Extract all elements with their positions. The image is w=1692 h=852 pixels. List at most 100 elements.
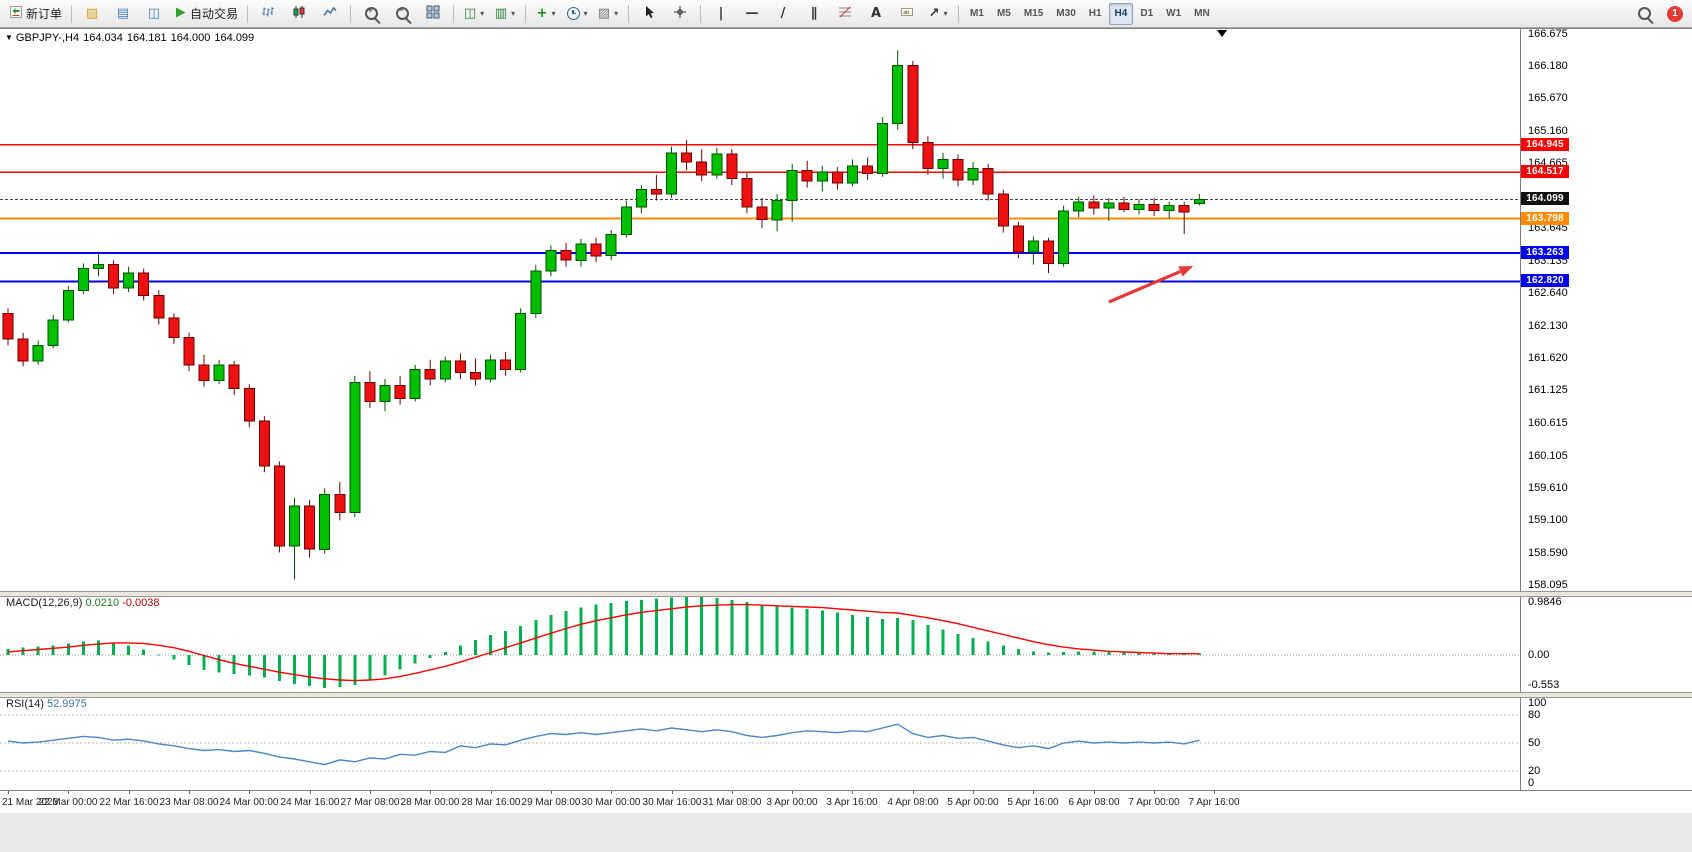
pane-divider[interactable] [0,591,1692,597]
price-chart[interactable] [0,29,1520,591]
fibonacci-icon [838,5,852,22]
time-scale[interactable]: 21 Mar 2023 22 Mar 00:00 22 Mar 16:00 23 Ma… [0,790,1692,813]
timeframe-button-h4[interactable]: H4 [1108,2,1134,25]
text-button[interactable]: A [861,2,891,26]
terminal-button[interactable]: ◫ [139,2,169,26]
rsi-axis-label: 100 [1528,697,1547,709]
time-axis-tick [129,791,130,794]
profiles-menu-button[interactable]: ▥ ▾ [490,2,520,26]
toolbar-separator [700,4,702,23]
profiles-button[interactable]: ▤ [108,2,138,26]
time-axis-tick [1154,791,1155,794]
price-tag-163.263[interactable]: 163.263 [1521,246,1569,259]
zoom-in-button[interactable] [356,2,386,26]
arrows-icon: ↗ [928,6,940,21]
indicators-button-caret[interactable]: ▾ [551,9,556,18]
one-click-trading-toggle[interactable]: ▼ [5,33,13,42]
arrows-button[interactable]: ↗ ▾ [923,2,953,26]
channel-icon: ∥ [810,6,818,21]
time-axis-tick [611,791,612,794]
zoom-out-button[interactable] [387,2,417,26]
timeframe-button-w1[interactable]: W1 [1166,8,1182,19]
autotrading-icon [174,6,187,22]
price-tag-162.820[interactable]: 162.820 [1521,274,1569,287]
time-axis-label: 3 Apr 16:00 [826,797,878,808]
rsi-indicator-label: RSI(14) 52.9975 [6,698,87,710]
search-button[interactable] [1629,2,1659,26]
cursor-button[interactable] [634,2,664,26]
periods-button[interactable]: ▾ [562,2,592,26]
timeframe-button-m15[interactable]: M15 [1023,8,1044,19]
price-tag-163.798[interactable]: 163.798 [1521,212,1569,225]
trend-arrow-annotation[interactable] [1108,270,1182,304]
channel-button[interactable]: ∥ [799,2,829,26]
new-chart-icon: ▧ [85,6,99,21]
time-axis-label: 30 Mar 00:00 [581,797,641,808]
trend-arrow-head[interactable] [1178,266,1194,277]
new-chart-button[interactable]: ▧ [77,2,107,26]
price-scale[interactable]: 166.675 166.180 165.670 165.160 164.665 163.6… [1520,28,1692,790]
chart-list-icon: ◫ [463,6,477,21]
periods-icon [566,7,580,20]
time-axis-tick [8,791,9,794]
bar-chart-button[interactable] [253,2,283,26]
tile-windows-button[interactable] [418,2,448,26]
candlestick-chart-button[interactable] [284,2,314,26]
line-chart-icon [323,5,337,22]
timeframe-button-m5[interactable]: M5 [996,8,1011,19]
templates-button[interactable]: ▨ ▾ [593,2,623,26]
price-axis-label: 160.105 [1528,450,1568,462]
ohlc-open: 164.034 [83,32,123,44]
time-axis-label: 31 Mar 08:00 [702,797,762,808]
notification-badge[interactable]: 1 [1667,5,1683,22]
pane-divider[interactable] [0,692,1692,698]
profiles-icon: ▤ [116,6,130,21]
chart-list-button[interactable]: ◫ ▾ [459,2,489,26]
profiles-menu-button-caret[interactable]: ▾ [511,9,516,18]
text-label-button[interactable]: ab [892,2,922,26]
time-axis-tick [370,791,371,794]
timeframe-button-m1[interactable]: M1 [970,8,984,19]
time-axis-tick [852,791,853,794]
price-axis-label: 165.160 [1528,125,1568,137]
time-axis-label: 7 Apr 16:00 [1188,797,1240,808]
chart-list-button-caret[interactable]: ▾ [480,9,485,18]
time-axis-tick [189,791,190,794]
cursor-icon [642,5,656,22]
vertical-line-button[interactable]: | [706,2,736,26]
indicators-button[interactable]: + ▾ [531,2,561,26]
fibonacci-button[interactable] [830,2,860,26]
timeframe-button-d1[interactable]: D1 [1140,8,1154,19]
price-tag-164.945[interactable]: 164.945 [1521,138,1569,151]
ohlc-close: 164.099 [214,32,255,44]
crosshair-button[interactable] [665,2,695,26]
macd-main-value: 0.0210 [85,597,120,609]
arrows-button-caret[interactable]: ▾ [943,9,948,18]
trendline-button[interactable]: / [768,2,798,26]
rsi-indicator-chart[interactable] [0,696,1520,790]
new-order-button[interactable]: 新订单 [5,2,66,26]
time-axis-label: 4 Apr 08:00 [887,797,939,808]
time-axis-label: 3 Apr 00:00 [766,797,818,808]
chart-symbol: GBPJPY-,H4 [15,32,80,44]
zoom-in-icon [364,6,378,20]
price-axis-label: 159.100 [1528,514,1568,526]
timeframe-button-m30[interactable]: M30 [1056,8,1076,19]
ohlc-high: 164.181 [126,32,167,44]
macd-indicator-chart[interactable] [0,595,1520,692]
price-tag-164.517[interactable]: 164.517 [1521,165,1569,178]
rsi-axis-label: 80 [1528,709,1541,721]
timeframe-button-h1[interactable]: H1 [1088,8,1102,19]
time-axis-label: 21 Mar 2023 [2,797,59,808]
chart-shift-marker[interactable] [1217,30,1227,37]
line-chart-button[interactable] [315,2,345,26]
timeframe-button-mn[interactable]: MN [1194,8,1210,19]
time-axis-tick [310,791,311,794]
autotrading-button[interactable]: 自动交易 [170,2,242,26]
templates-button-caret[interactable]: ▾ [614,9,619,18]
periods-button-caret[interactable]: ▾ [583,9,588,18]
toolbar-separator [350,4,352,23]
horizontal-line-button[interactable]: — [737,2,767,26]
macd-axis-label: -0.553 [1528,679,1560,691]
time-axis-label: 22 Mar 00:00 [38,797,98,808]
